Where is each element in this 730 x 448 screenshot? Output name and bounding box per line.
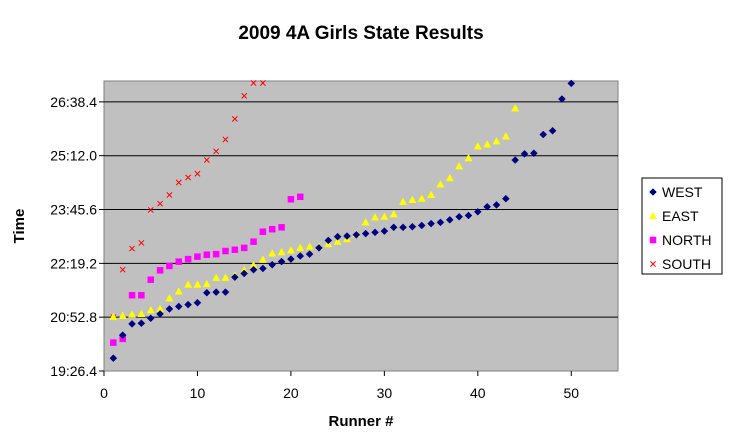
data-point [269,226,275,232]
legend-label-west: WEST [662,184,703,200]
data-point [194,254,200,260]
x-tick-label: 10 [190,385,206,401]
y-axis-label: Time [11,209,28,244]
y-tick-label: 19:26.4 [50,363,97,379]
legend-label-south: SOUTH [662,256,711,272]
data-point [222,248,228,254]
y-tick-label: 22:19.2 [50,255,97,271]
data-point [129,292,135,298]
legend-label-east: EAST [662,208,699,224]
y-tick-label: 25:12.0 [50,148,97,164]
legend-marker-north [650,237,656,243]
x-axis-ticks: 0 10 20 30 40 50 [100,371,579,401]
data-point [213,251,219,257]
data-point [185,256,191,262]
x-tick-label: 30 [377,385,393,401]
y-tick-label: 23:45.6 [50,202,97,218]
y-axis-ticks: 19:26.4 20:52.8 22:19.2 23:45.6 25:12.0 26:38… [50,94,104,379]
x-tick-label: 50 [563,385,579,401]
data-point [110,340,116,346]
data-point [288,196,294,202]
chart-title: 2009 4A Girls State Results [238,23,483,44]
x-tick-label: 0 [100,385,108,401]
data-point [176,259,182,265]
data-point [279,224,285,230]
data-point [251,239,257,245]
y-tick-label: 26:38.4 [50,94,97,110]
x-tick-label: 20 [283,385,299,401]
legend-label-north: NORTH [662,232,712,248]
x-tick-label: 40 [470,385,486,401]
data-point [297,194,303,200]
data-point [157,267,163,273]
data-point [148,277,154,283]
data-point [232,247,238,253]
data-point [241,245,247,251]
y-tick-label: 20:52.8 [50,309,97,325]
plot-area [104,81,618,371]
data-point [204,252,210,258]
data-point [260,229,266,235]
data-point [166,263,172,269]
data-point [138,292,144,298]
x-axis-label: Runner # [328,413,394,430]
